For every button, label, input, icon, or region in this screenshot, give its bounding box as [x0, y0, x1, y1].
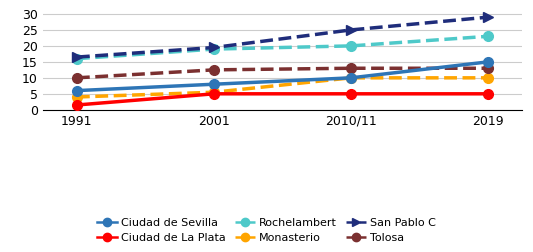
Legend: Ciudad de Sevilla, Ciudad de La Plata, Rochelambert, Monasterio, San Pablo C, To: Ciudad de Sevilla, Ciudad de La Plata, R… [93, 214, 440, 246]
